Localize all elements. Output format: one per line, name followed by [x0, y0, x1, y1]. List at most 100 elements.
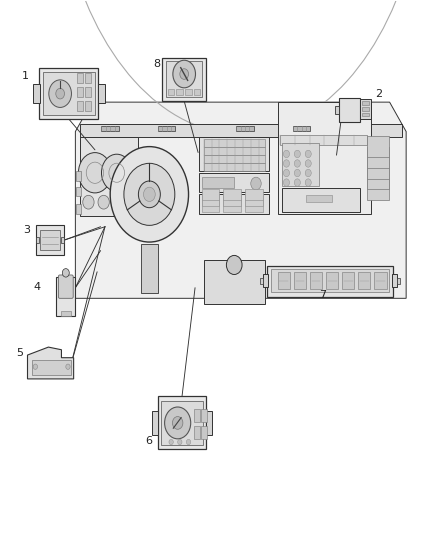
- Bar: [201, 195, 219, 206]
- Bar: [223, 200, 241, 212]
- Bar: [201, 200, 219, 212]
- Bar: [77, 74, 83, 83]
- Bar: [162, 58, 206, 101]
- Bar: [56, 277, 75, 317]
- Bar: [61, 237, 64, 243]
- FancyBboxPatch shape: [58, 275, 73, 298]
- Circle shape: [305, 150, 311, 158]
- Circle shape: [66, 364, 70, 369]
- Bar: [39, 68, 99, 119]
- Circle shape: [305, 179, 311, 186]
- Bar: [374, 272, 387, 289]
- Polygon shape: [75, 102, 406, 298]
- Bar: [204, 163, 265, 171]
- Bar: [85, 101, 91, 111]
- Bar: [282, 143, 319, 187]
- Bar: [237, 126, 254, 131]
- Bar: [32, 360, 71, 375]
- Bar: [194, 425, 200, 439]
- Circle shape: [124, 195, 135, 209]
- Circle shape: [294, 179, 300, 186]
- Circle shape: [62, 269, 69, 277]
- Circle shape: [144, 187, 155, 201]
- Circle shape: [110, 147, 188, 242]
- Bar: [80, 138, 138, 216]
- Bar: [392, 274, 397, 287]
- Bar: [310, 272, 322, 289]
- Circle shape: [186, 439, 191, 445]
- Bar: [166, 61, 202, 98]
- Bar: [204, 155, 265, 163]
- Circle shape: [111, 195, 122, 209]
- Circle shape: [283, 160, 290, 167]
- Bar: [102, 126, 119, 131]
- Bar: [360, 100, 371, 118]
- Bar: [367, 168, 389, 189]
- Bar: [245, 200, 262, 212]
- Bar: [358, 272, 371, 289]
- Circle shape: [78, 152, 112, 193]
- Text: 3: 3: [23, 225, 30, 236]
- Circle shape: [294, 160, 300, 167]
- Bar: [367, 157, 389, 179]
- Bar: [342, 272, 354, 289]
- Bar: [245, 189, 262, 200]
- Bar: [260, 278, 263, 284]
- Bar: [362, 113, 369, 116]
- Bar: [367, 136, 389, 157]
- Bar: [206, 411, 212, 434]
- Bar: [245, 195, 262, 206]
- Bar: [85, 87, 91, 97]
- Bar: [185, 89, 191, 95]
- Bar: [177, 89, 183, 95]
- Bar: [362, 101, 369, 105]
- Text: 8: 8: [154, 59, 161, 69]
- Text: 5: 5: [16, 348, 23, 358]
- Bar: [282, 189, 360, 212]
- Circle shape: [283, 169, 290, 177]
- Bar: [223, 189, 241, 200]
- Bar: [40, 230, 60, 249]
- Bar: [201, 409, 207, 422]
- Bar: [98, 84, 105, 103]
- Bar: [158, 397, 206, 449]
- Bar: [152, 411, 158, 434]
- Bar: [85, 74, 91, 83]
- Circle shape: [180, 69, 188, 79]
- Circle shape: [98, 195, 110, 209]
- Circle shape: [178, 439, 182, 445]
- Bar: [201, 177, 234, 189]
- Bar: [362, 107, 369, 111]
- Bar: [223, 195, 241, 206]
- Circle shape: [102, 154, 132, 191]
- Circle shape: [173, 417, 183, 429]
- Circle shape: [83, 195, 94, 209]
- Circle shape: [305, 160, 311, 167]
- Circle shape: [49, 80, 71, 108]
- Bar: [367, 147, 389, 168]
- Bar: [199, 195, 269, 214]
- Circle shape: [283, 179, 290, 186]
- Circle shape: [169, 439, 173, 445]
- Circle shape: [173, 60, 195, 88]
- Bar: [201, 189, 219, 200]
- Polygon shape: [28, 347, 74, 379]
- Bar: [267, 266, 393, 297]
- Bar: [204, 261, 265, 304]
- Bar: [367, 179, 389, 200]
- Text: 1: 1: [22, 70, 29, 80]
- Bar: [158, 126, 176, 131]
- Circle shape: [305, 169, 311, 177]
- Circle shape: [165, 407, 191, 439]
- Bar: [76, 171, 81, 181]
- Bar: [335, 106, 339, 114]
- Circle shape: [124, 163, 175, 225]
- Bar: [36, 225, 64, 255]
- Bar: [204, 139, 265, 147]
- Bar: [201, 425, 207, 439]
- Bar: [161, 401, 203, 445]
- Bar: [76, 187, 81, 196]
- Bar: [77, 101, 83, 111]
- Bar: [278, 272, 290, 289]
- Text: 4: 4: [34, 281, 41, 292]
